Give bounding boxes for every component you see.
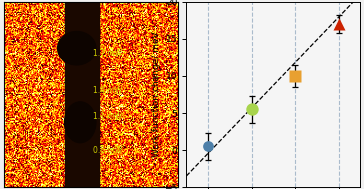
Text: 1.4 mW: 1.4 mW xyxy=(93,86,122,95)
Ellipse shape xyxy=(58,32,96,65)
Text: 1.7 mW: 1.7 mW xyxy=(93,49,122,58)
Text: 0.8 mW: 0.8 mW xyxy=(93,146,122,155)
FancyBboxPatch shape xyxy=(64,2,99,187)
Ellipse shape xyxy=(64,102,96,143)
Y-axis label: Work function change/ meV: Work function change/ meV xyxy=(152,32,161,157)
Text: 1.1 mW: 1.1 mW xyxy=(93,112,122,121)
